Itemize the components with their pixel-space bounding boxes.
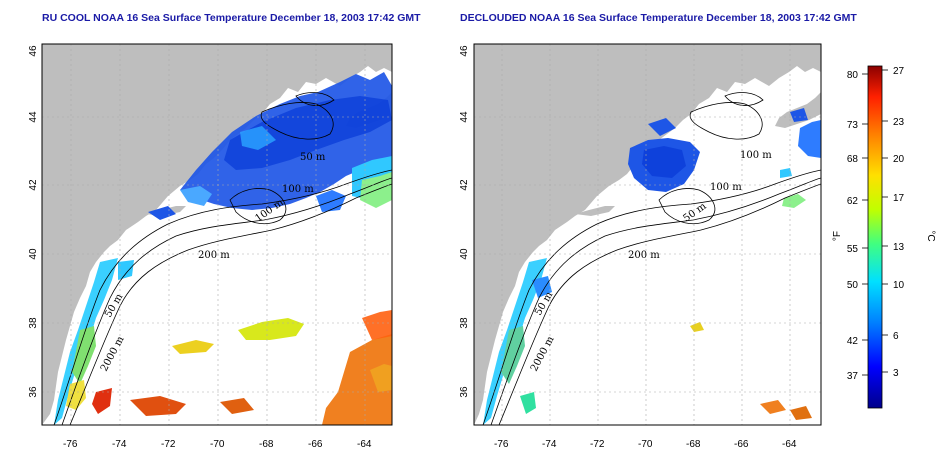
- temperature-colorbar: 80 73 68 62 55 50 42 37 27 23 20 17 13 1…: [832, 65, 936, 409]
- colorbar-c-tick: 17: [893, 193, 905, 204]
- left-y-tick: 42: [28, 179, 39, 191]
- left-map-title: RU COOL NOAA 16 Sea Surface Temperature …: [42, 12, 421, 24]
- colorbar-c-tick: 10: [893, 280, 905, 291]
- right-x-tick: -68: [686, 439, 701, 450]
- left-x-tick: -72: [161, 439, 176, 450]
- colorbar-c-tick: 6: [893, 331, 899, 342]
- right-bathymetry-lines: [482, 92, 821, 425]
- right-map-panel: 100 m 100 m 50 m 200 m 50 m 2000 m -76 -…: [459, 43, 822, 450]
- left-x-tick: -76: [63, 439, 78, 450]
- right-contour-label-200m: 200 m: [628, 250, 660, 261]
- left-map-panel: 50 m 100 m 100 m 200 m 50 m 2000 m -76 -…: [28, 43, 393, 450]
- right-y-tick: 42: [459, 179, 470, 191]
- colorbar-c-tick: 3: [893, 368, 899, 379]
- left-y-tick: 38: [28, 317, 39, 329]
- colorbar-f-tick: 62: [847, 196, 859, 207]
- colorbar-gradient: [867, 65, 883, 409]
- colorbar-f-tick: 42: [847, 336, 859, 347]
- left-x-tick: -66: [308, 439, 323, 450]
- left-x-tick: -64: [357, 439, 372, 450]
- colorbar-f-tick: 50: [847, 280, 859, 291]
- colorbar-f-tick: 80: [847, 70, 859, 81]
- right-y-tick: 46: [459, 45, 470, 57]
- right-land-mass: [474, 44, 821, 425]
- right-contour-label-100m-a: 100 m: [710, 182, 742, 193]
- colorbar-f-tick: 37: [847, 371, 859, 382]
- left-y-tick: 36: [28, 386, 39, 398]
- left-contour-label-200m: 200 m: [198, 250, 230, 261]
- left-x-tick: -70: [210, 439, 225, 450]
- right-x-tick: -66: [734, 439, 749, 450]
- colorbar-fahrenheit-label: °F: [832, 231, 843, 241]
- colorbar-c-tick: 20: [893, 154, 905, 165]
- colorbar-c-tick: 27: [893, 66, 905, 77]
- right-x-tick: -70: [638, 439, 653, 450]
- left-y-tick: 44: [28, 111, 39, 123]
- right-contour-label-100m-north: 100 m: [740, 150, 772, 161]
- left-grid: [42, 44, 392, 425]
- left-land-mass: [42, 44, 392, 425]
- right-sst-layer: [483, 108, 821, 425]
- right-x-tick: -72: [590, 439, 605, 450]
- right-x-tick: -64: [782, 439, 797, 450]
- right-y-tick: 36: [459, 386, 470, 398]
- colorbar-f-tick: 73: [847, 120, 859, 131]
- colorbar-c-tick: 23: [893, 117, 905, 128]
- right-long-island: [575, 206, 615, 216]
- colorbar-c-tick: 13: [893, 242, 905, 253]
- colorbar-f-tick: 68: [847, 154, 859, 165]
- right-y-tick: 38: [459, 317, 470, 329]
- colorbar-f-tick: 55: [847, 244, 859, 255]
- right-map-title: DECLOUDED NOAA 16 Sea Surface Temperatur…: [460, 12, 857, 24]
- left-x-tick: -68: [259, 439, 274, 450]
- colorbar-celsius-label: °C: [925, 230, 936, 241]
- left-bathymetry-lines: [53, 92, 392, 425]
- right-x-tick: -76: [494, 439, 509, 450]
- left-x-tick: -74: [112, 439, 127, 450]
- left-contour-label-50m-north: 50 m: [300, 152, 326, 163]
- right-y-tick: 40: [459, 248, 470, 260]
- left-sst-layer: [54, 72, 392, 425]
- right-x-tick: -74: [542, 439, 557, 450]
- right-y-tick: 44: [459, 111, 470, 123]
- left-y-tick: 46: [28, 45, 39, 57]
- left-contour-label-100m-a: 100 m: [282, 184, 314, 195]
- left-y-tick: 40: [28, 248, 39, 260]
- right-map-frame: [473, 43, 822, 426]
- left-map-frame: [41, 43, 393, 426]
- right-grid: [474, 44, 821, 425]
